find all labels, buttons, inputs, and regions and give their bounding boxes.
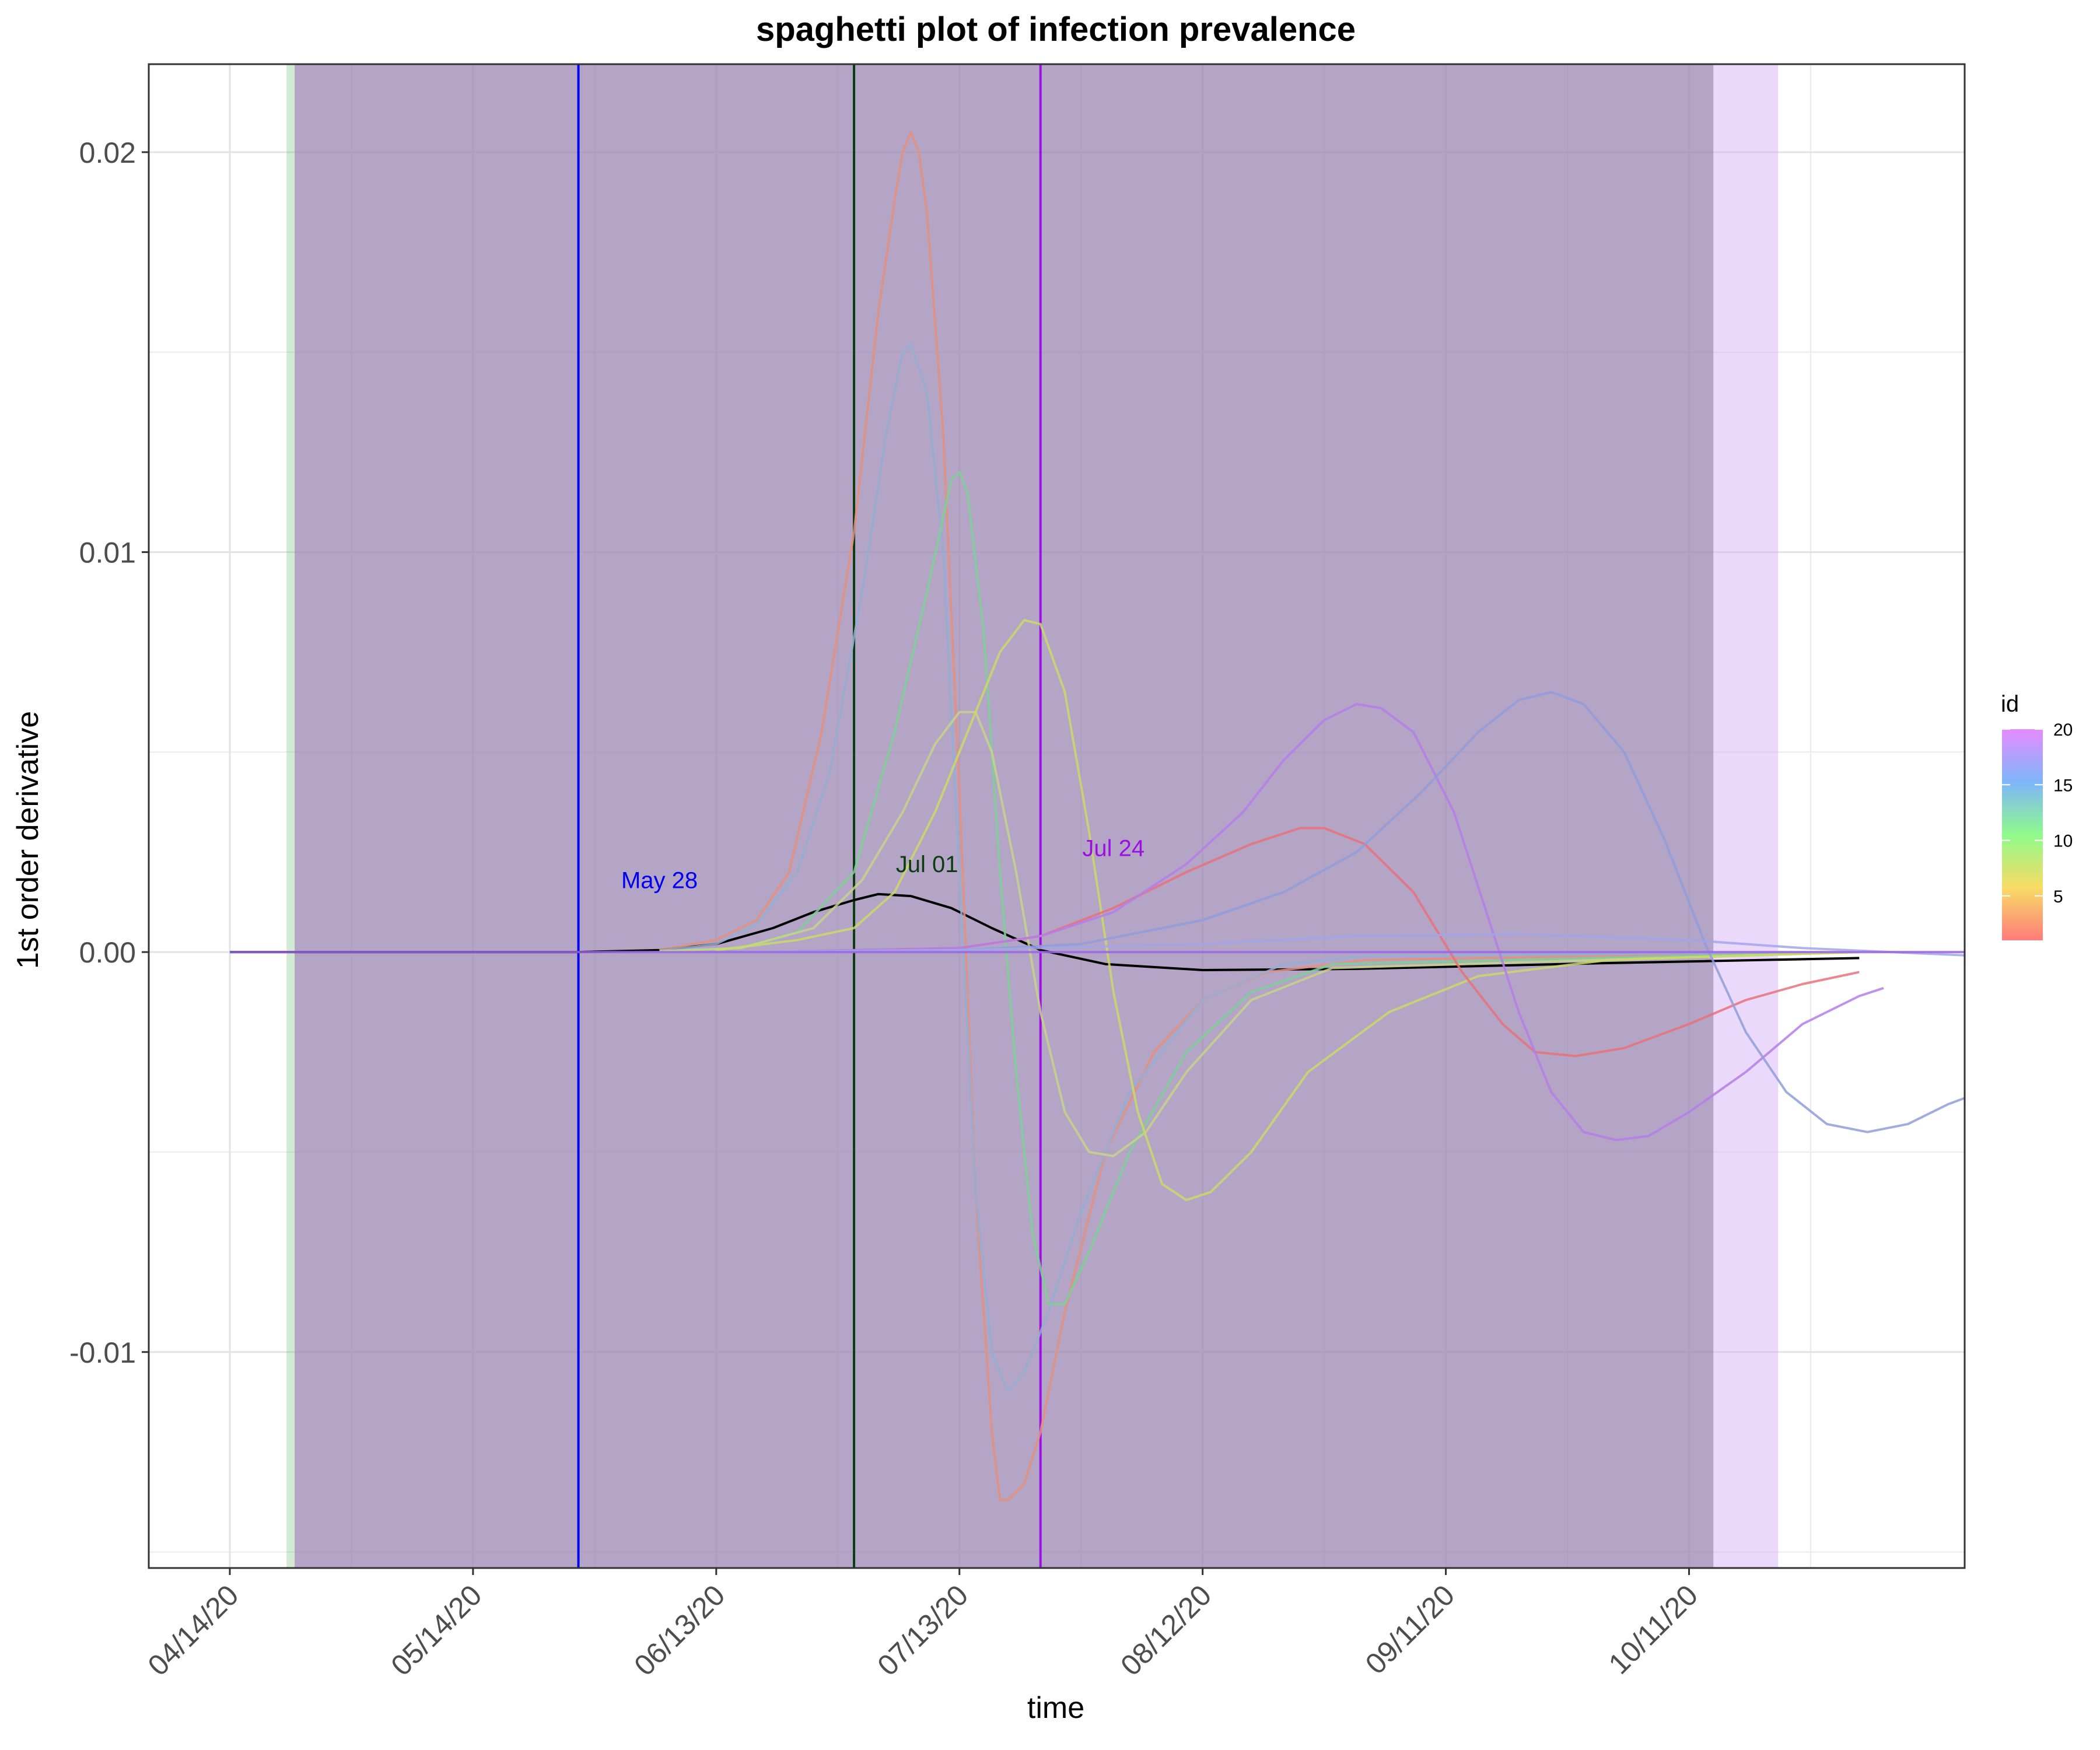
series-line-2 — [659, 342, 1860, 1394]
legend-label: 5 — [2053, 887, 2063, 907]
annotation-may-28: May 28 — [621, 867, 698, 893]
plot-panel: May 28 Jul 01 Jul 24 — [149, 64, 1965, 1568]
legend-colorbar — [2002, 729, 2043, 940]
y-tick-label: 0.01 — [79, 536, 136, 569]
legend-label: 15 — [2053, 776, 2073, 795]
series-line-1 — [659, 131, 1860, 1502]
legend-label: 10 — [2053, 832, 2073, 851]
y-tick-label: 0.02 — [79, 136, 136, 169]
annotation-jul-24: Jul 24 — [1082, 836, 1144, 862]
legend: id 20 15 10 5 — [2001, 691, 2073, 940]
y-tick-label: -0.01 — [69, 1336, 136, 1369]
panel-border — [148, 63, 1966, 1569]
series-line-8 — [797, 691, 1965, 1133]
shaded-region-2 — [295, 64, 1779, 1568]
y-tick-label: 0.00 — [79, 936, 136, 969]
series-line-7 — [797, 703, 1884, 1142]
y-axis-title: 1st order derivative — [11, 711, 45, 969]
x-axis-title: time — [1027, 1691, 1084, 1725]
series-line-9 — [716, 933, 1965, 957]
legend-title: id — [2001, 691, 2019, 717]
series-line-4 — [659, 710, 1860, 1157]
chart-title: spaghetti plot of infection prevalence — [756, 10, 1356, 48]
annotation-jul-01: Jul 01 — [896, 852, 958, 877]
series-line-3 — [659, 471, 1860, 1306]
series-line-6 — [797, 827, 1860, 1058]
legend-label: 20 — [2053, 720, 2073, 740]
